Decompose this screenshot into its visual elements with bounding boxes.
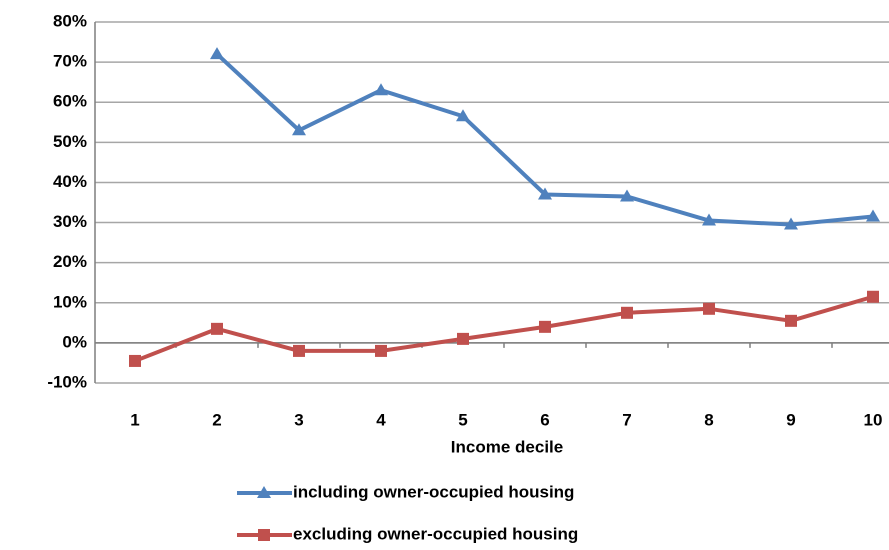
x-tick-label: 2 <box>212 410 221 429</box>
y-tick-label: 0% <box>62 332 87 351</box>
point <box>538 187 552 200</box>
y-tick-label: 50% <box>53 132 87 151</box>
x-tick-label: 7 <box>622 410 631 429</box>
point <box>620 189 634 202</box>
point <box>784 217 798 230</box>
legend-label: including owner-occupied housing <box>293 482 574 501</box>
point <box>292 123 306 136</box>
legend-label: excluding owner-occupied housing <box>293 524 578 543</box>
point <box>374 83 388 96</box>
point <box>702 213 716 226</box>
point <box>211 322 223 335</box>
x-tick-label: 6 <box>540 410 549 429</box>
point <box>866 209 880 222</box>
x-tick-label: 4 <box>376 410 386 429</box>
point <box>456 109 470 122</box>
y-tick-label: 20% <box>53 252 87 271</box>
point <box>785 314 797 327</box>
point <box>375 344 387 357</box>
x-axis-label: Income decile <box>451 437 563 456</box>
point <box>621 306 633 319</box>
x-tick-label: 5 <box>458 410 467 429</box>
legend-marker <box>258 529 270 541</box>
x-tick-label: 10 <box>864 410 883 429</box>
y-tick-label: 80% <box>53 11 87 30</box>
x-tick-label: 8 <box>704 410 713 429</box>
point <box>457 332 469 345</box>
y-tick-label: 60% <box>53 92 87 111</box>
legend-marker <box>257 486 271 498</box>
series-line <box>134 294 874 363</box>
x-tick-label: 9 <box>786 410 795 429</box>
y-tick-label: 30% <box>53 212 87 231</box>
y-tick-label: 40% <box>53 172 87 191</box>
y-tick-label: 70% <box>53 52 87 71</box>
y-tick-label: 10% <box>53 292 87 311</box>
point <box>539 320 551 333</box>
point <box>210 47 224 60</box>
point <box>867 290 879 303</box>
x-tick-label: 3 <box>294 410 303 429</box>
point <box>293 344 305 357</box>
point <box>703 302 715 315</box>
x-tick-label: 1 <box>130 410 139 429</box>
y-tick-label: -10% <box>47 372 87 391</box>
point <box>129 354 141 367</box>
